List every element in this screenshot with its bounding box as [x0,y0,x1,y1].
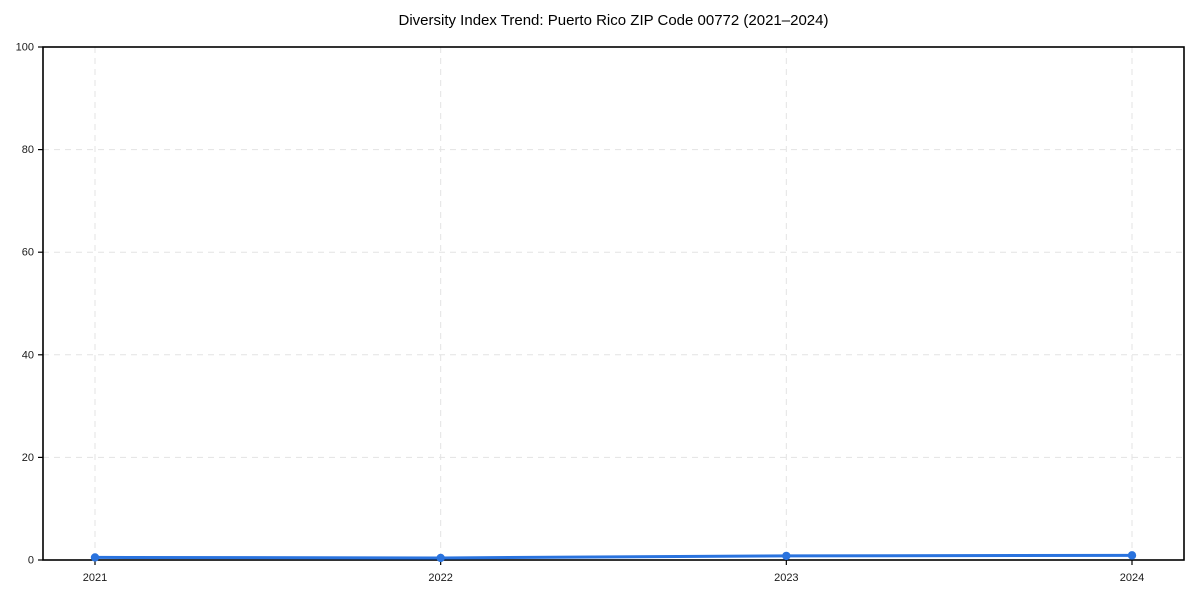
y-tick-label: 80 [22,144,34,156]
x-tick-label: 2023 [774,572,798,584]
y-tick-label: 20 [22,452,34,464]
trend-line [93,553,1134,560]
data-point-marker [1127,551,1137,560]
data-point-marker [782,551,791,561]
x-tick-label: 2021 [83,572,107,584]
plot-border [42,46,1185,561]
x-tick-label: 2022 [428,572,452,584]
y-tick-label: 0 [28,555,34,567]
y-tick-label: 40 [22,349,34,361]
x-tick-label: 2024 [1120,572,1144,584]
y-tick-label: 60 [22,247,34,259]
data-point-marker [90,553,100,562]
y-tick-label: 100 [16,42,34,54]
chart-title: Diversity Index Trend: Puerto Rico ZIP C… [398,12,829,29]
data-point-marker [436,553,445,563]
